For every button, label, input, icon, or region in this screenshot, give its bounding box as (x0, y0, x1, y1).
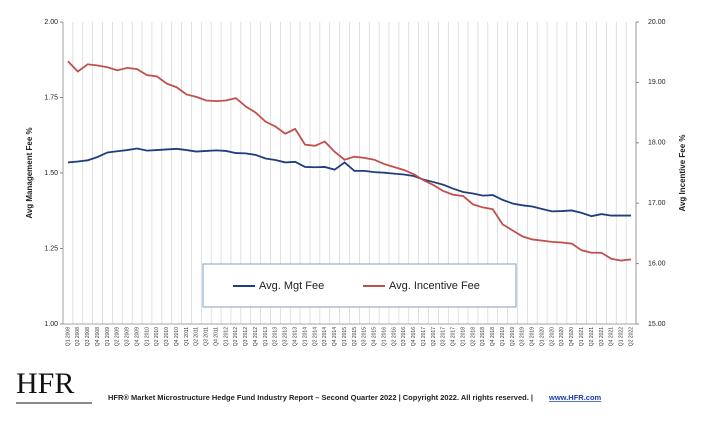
x-tick-label: Q3 2016 (401, 327, 407, 346)
x-tick-label: Q1 2021 (579, 327, 585, 346)
x-tick-label: Q1 2017 (421, 327, 427, 346)
x-tick-label: Q2 2020 (549, 327, 555, 346)
y2-axis-title: Avg Incentive Fee % (678, 134, 687, 211)
x-tick-label: Q3 2014 (322, 327, 328, 346)
x-tick-label: Q2 2019 (510, 327, 516, 346)
legend-label: Avg. Incentive Fee (389, 280, 480, 292)
x-tick-label: Q3 2021 (599, 327, 605, 346)
x-tick-label: Q3 2018 (480, 327, 486, 346)
x-tick-label: Q4 2009 (134, 327, 140, 346)
y-tick-label: 1.75 (44, 94, 58, 101)
x-tick-label: Q4 2021 (609, 327, 615, 346)
x-tick-label: Q1 2019 (500, 327, 506, 346)
x-tick-label: Q2 2013 (273, 327, 279, 346)
x-tick-label: Q4 2012 (253, 327, 259, 346)
x-tick-label: Q4 2018 (490, 327, 496, 346)
x-tick-label: Q4 2011 (213, 327, 219, 346)
x-tick-label: Q4 2020 (569, 327, 575, 346)
x-tick-label: Q4 2010 (174, 327, 180, 346)
x-tick-label: Q2 2022 (628, 327, 634, 346)
y2-tick-label: 15.00 (648, 321, 666, 328)
x-tick-label: Q1 2008 (65, 327, 71, 346)
y2-tick-label: 17.00 (648, 200, 666, 207)
x-tick-label: Q4 2015 (372, 327, 378, 346)
y-axis-title: Avg Management Fee % (25, 127, 34, 218)
x-tick-label: Q1 2016 (381, 327, 387, 346)
x-tick-label: Q2 2009 (115, 327, 121, 346)
x-tick-label: Q2 2021 (589, 327, 595, 346)
x-tick-label: Q3 2012 (243, 327, 249, 346)
y-tick-label: 2.00 (44, 19, 58, 26)
x-tick-label: Q2 2016 (391, 327, 397, 346)
x-tick-label: Q2 2011 (194, 327, 200, 346)
footer-text: HFR® Market Microstructure Hedge Fund In… (108, 393, 533, 402)
x-tick-label: Q3 2013 (283, 327, 289, 346)
x-tick-label: Q1 2014 (302, 327, 308, 346)
x-tick-label: Q4 2008 (95, 327, 101, 346)
x-tick-label: Q2 2018 (470, 327, 476, 346)
y2-tick-label: 18.00 (648, 140, 666, 147)
y2-tick-label: 16.00 (648, 260, 666, 267)
x-tick-label: Q3 2008 (85, 327, 91, 346)
x-tick-label: Q4 2019 (530, 327, 536, 346)
x-tick-label: Q3 2017 (441, 327, 447, 346)
x-tick-label: Q1 2012 (223, 327, 229, 346)
x-tick-label: Q3 2020 (559, 327, 565, 346)
x-tick-label: Q1 2020 (539, 327, 545, 346)
x-tick-label: Q2 2017 (431, 327, 437, 346)
x-tick-label: Q2 2010 (154, 327, 160, 346)
x-tick-label: Q1 2015 (342, 327, 348, 346)
x-tick-label: Q1 2018 (460, 327, 466, 346)
x-tick-label: Q1 2011 (184, 327, 190, 346)
x-tick-label: Q4 2014 (332, 327, 338, 346)
logo: HFR (16, 367, 74, 400)
legend (202, 263, 517, 308)
y-tick-label: 1.50 (44, 170, 58, 177)
x-tick-label: Q4 2013 (292, 327, 298, 346)
x-tick-label: Q3 2009 (125, 327, 131, 346)
y-tick-label: 1.25 (44, 245, 58, 252)
footer-link[interactable]: www.HFR.com (548, 393, 602, 402)
y-tick-label: 1.00 (44, 321, 58, 328)
legend-label: Avg. Mgt Fee (259, 280, 324, 292)
y2-tick-label: 20.00 (648, 19, 666, 26)
x-tick-label: Q1 2022 (619, 327, 625, 346)
x-tick-label: Q3 2019 (520, 327, 526, 346)
x-tick-label: Q3 2010 (164, 327, 170, 346)
x-tick-label: Q4 2017 (451, 327, 457, 346)
x-tick-label: Q2 2008 (75, 327, 81, 346)
x-tick-label: Q4 2016 (411, 327, 417, 346)
x-tick-label: Q2 2014 (312, 327, 318, 346)
x-tick-label: Q2 2015 (352, 327, 358, 346)
x-tick-label: Q2 2012 (233, 327, 239, 346)
x-tick-label: Q1 2013 (263, 327, 269, 346)
x-tick-label: Q1 2010 (144, 327, 150, 346)
x-tick-label: Q3 2011 (204, 327, 210, 346)
y2-tick-label: 19.00 (648, 79, 666, 86)
x-tick-label: Q1 2009 (105, 327, 111, 346)
series-line (67, 60, 632, 262)
x-tick-label: Q3 2015 (362, 327, 368, 346)
series-line (67, 147, 632, 218)
